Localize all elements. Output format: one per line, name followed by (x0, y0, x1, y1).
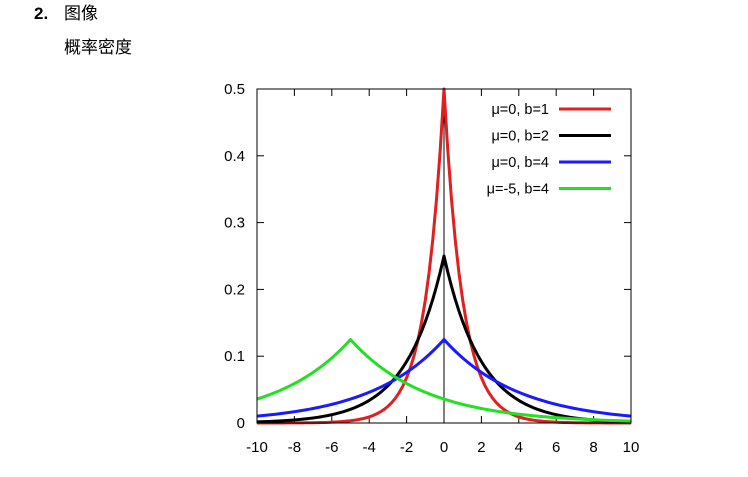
x-tick-label: -4 (363, 439, 376, 456)
y-tick-label: 0.4 (224, 148, 245, 165)
section-title: 图像 (64, 4, 98, 24)
plot-frame (256, 88, 632, 424)
x-tick-label: -2 (400, 439, 413, 456)
chart-axes: -10 -8 -6 -4 -2 0 2 4 6 8 10 0 0.1 0.2 0.3 0.4 0.5 (224, 81, 639, 456)
y-tick-label: 0.1 (224, 348, 245, 365)
x-tick-label: 2 (477, 439, 485, 456)
x-tick-label: 10 (623, 439, 640, 456)
x-tick-label: 0 (440, 439, 448, 456)
x-tick-label: -6 (325, 439, 338, 456)
x-tick-label: 4 (515, 439, 523, 456)
legend-label: μ=0, b=2 (491, 129, 549, 145)
y-tick-label: 0.5 (224, 81, 245, 98)
section-heading: 2. 图像 (34, 2, 98, 26)
y-tick-label: 0 (237, 415, 245, 432)
series-line-3 (256, 338, 632, 418)
section-subtitle: 概率密度 (64, 38, 132, 58)
x-tick-label: 6 (552, 439, 560, 456)
section-number: 2. (34, 4, 49, 23)
series-line-4 (256, 338, 632, 423)
y-tick-label: 0.2 (224, 281, 245, 298)
x-tick-label: 8 (589, 439, 597, 456)
chart-legend: μ=0, b=1 μ=0, b=2 μ=0, b=4 μ=-5, b=4 (487, 102, 611, 198)
x-tick-label: -10 (246, 439, 268, 456)
x-tick-label: -8 (288, 439, 301, 456)
legend-label: μ=0, b=1 (491, 102, 549, 118)
y-tick-label: 0.3 (224, 215, 245, 232)
legend-label: μ=0, b=4 (491, 155, 549, 171)
legend-label: μ=-5, b=4 (487, 182, 549, 198)
